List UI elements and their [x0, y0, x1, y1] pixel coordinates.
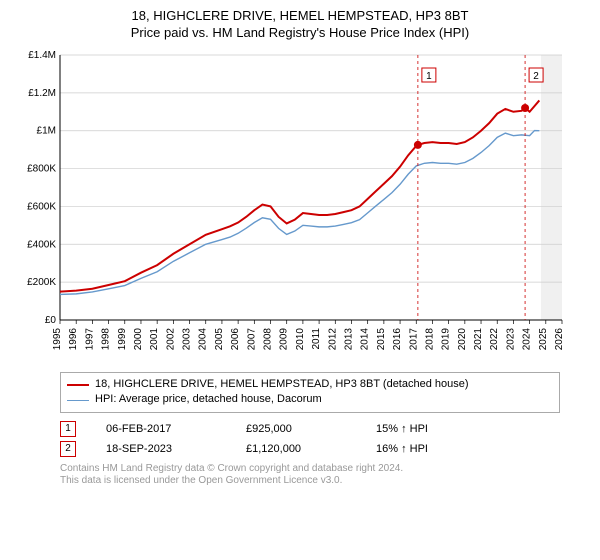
title-line1: 18, HIGHCLERE DRIVE, HEMEL HEMPSTEAD, HP…: [12, 8, 588, 23]
chart-container: 18, HIGHCLERE DRIVE, HEMEL HEMPSTEAD, HP…: [0, 0, 600, 560]
svg-text:2007: 2007: [246, 328, 257, 351]
marker-price: £925,000: [246, 423, 346, 435]
legend-row-0: 18, HIGHCLERE DRIVE, HEMEL HEMPSTEAD, HP…: [67, 377, 553, 392]
series-hpi: [60, 131, 539, 295]
title-block: 18, HIGHCLERE DRIVE, HEMEL HEMPSTEAD, HP…: [12, 8, 588, 40]
svg-text:2021: 2021: [473, 328, 484, 351]
svg-text:2012: 2012: [327, 328, 338, 351]
marker-row-2: 2 18-SEP-2023 £1,120,000 16% ↑ HPI: [60, 441, 560, 457]
marker-badge: 2: [60, 441, 76, 457]
svg-text:2006: 2006: [230, 328, 241, 351]
footer-line1: Contains HM Land Registry data © Crown c…: [60, 463, 588, 476]
svg-text:2001: 2001: [149, 328, 160, 351]
svg-text:1: 1: [426, 71, 432, 82]
legend-row-1: HPI: Average price, detached house, Daco…: [67, 392, 553, 407]
plot-area: £0 £200K £400K £600K £800K £1M £1.2M £1.4M 1995 1…: [12, 50, 572, 370]
svg-text:£200K: £200K: [27, 277, 56, 288]
svg-text:2008: 2008: [263, 328, 274, 351]
marker-price: £1,120,000: [246, 443, 346, 455]
legend: 18, HIGHCLERE DRIVE, HEMEL HEMPSTEAD, HP…: [60, 372, 560, 413]
sale-dot-1: [414, 141, 422, 149]
svg-text:2014: 2014: [360, 328, 371, 351]
svg-text:1998: 1998: [101, 328, 112, 351]
svg-text:2016: 2016: [392, 328, 403, 351]
marker-date: 06-FEB-2017: [106, 423, 216, 435]
marker-date: 18-SEP-2023: [106, 443, 216, 455]
svg-text:2015: 2015: [376, 328, 387, 351]
marker-badge: 1: [60, 421, 76, 437]
svg-text:2009: 2009: [279, 328, 290, 351]
svg-text:2002: 2002: [165, 328, 176, 351]
marker-row-1: 1 06-FEB-2017 £925,000 15% ↑ HPI: [60, 421, 560, 437]
legend-swatch: [67, 384, 89, 386]
svg-text:1999: 1999: [117, 328, 128, 351]
svg-text:2010: 2010: [295, 328, 306, 351]
svg-text:£400K: £400K: [27, 239, 56, 250]
marker-delta: 15% ↑ HPI: [376, 423, 428, 435]
title-line2: Price paid vs. HM Land Registry's House …: [12, 25, 588, 40]
footer-line2: This data is licensed under the Open Gov…: [60, 475, 588, 488]
svg-text:2024: 2024: [522, 328, 533, 351]
footer: Contains HM Land Registry data © Crown c…: [60, 463, 588, 488]
svg-text:1995: 1995: [52, 328, 63, 351]
svg-text:£800K: £800K: [27, 164, 56, 175]
svg-text:2026: 2026: [554, 328, 565, 351]
series-price_paid: [60, 100, 539, 291]
svg-text:2011: 2011: [311, 328, 322, 350]
svg-text:2000: 2000: [133, 328, 144, 351]
legend-label: HPI: Average price, detached house, Daco…: [95, 392, 322, 407]
marker-delta: 16% ↑ HPI: [376, 443, 428, 455]
sale-marker-table: 1 06-FEB-2017 £925,000 15% ↑ HPI 2 18-SEP-202…: [60, 421, 560, 457]
svg-text:2022: 2022: [489, 328, 500, 351]
svg-text:2005: 2005: [214, 328, 225, 351]
svg-text:2020: 2020: [457, 328, 468, 351]
svg-text:2017: 2017: [408, 328, 419, 351]
svg-text:2023: 2023: [505, 328, 516, 351]
svg-text:1997: 1997: [84, 328, 95, 351]
svg-text:£1.2M: £1.2M: [28, 88, 56, 99]
svg-text:£0: £0: [45, 315, 57, 326]
svg-text:1996: 1996: [68, 328, 79, 351]
legend-swatch: [67, 400, 89, 401]
chart-svg: £0 £200K £400K £600K £800K £1M £1.2M £1.4M 1995 1…: [12, 50, 572, 370]
svg-text:2004: 2004: [198, 328, 209, 351]
svg-text:£1.4M: £1.4M: [28, 50, 56, 61]
svg-text:2018: 2018: [424, 328, 435, 351]
legend-label: 18, HIGHCLERE DRIVE, HEMEL HEMPSTEAD, HP…: [95, 377, 469, 392]
svg-text:2019: 2019: [441, 328, 452, 351]
sale-dot-2: [521, 104, 529, 112]
svg-text:2013: 2013: [343, 328, 354, 351]
svg-text:2025: 2025: [538, 328, 549, 351]
svg-text:2003: 2003: [182, 328, 193, 351]
svg-text:£1M: £1M: [37, 126, 56, 137]
svg-text:2: 2: [533, 71, 539, 82]
svg-text:£600K: £600K: [27, 201, 56, 212]
